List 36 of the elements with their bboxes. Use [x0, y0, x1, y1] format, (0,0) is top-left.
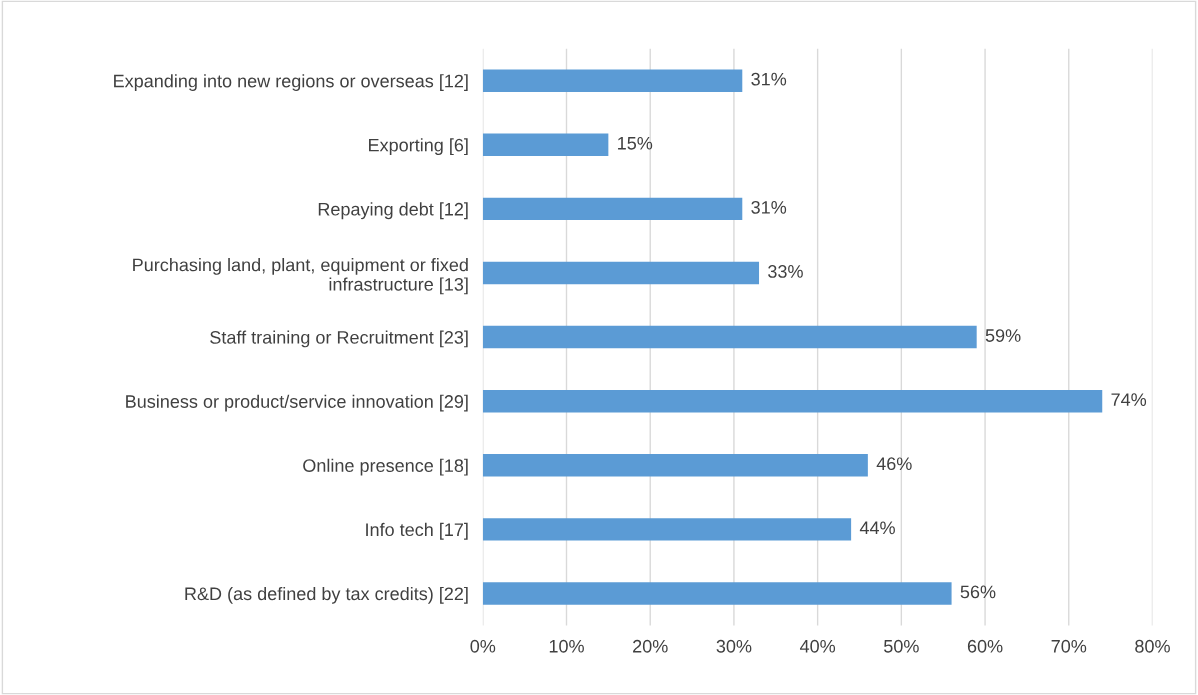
x-tick-label: 10%	[549, 639, 584, 653]
bar	[482, 133, 609, 157]
data-label: 44%	[859, 521, 895, 535]
data-label: 74%	[1111, 393, 1147, 406]
data-label: 59%	[985, 329, 1021, 342]
x-tick-label: 30%	[716, 639, 752, 653]
y-tick-label: Staff training or Recruitment [23]	[210, 330, 468, 348]
x-tick-label: 20%	[633, 639, 668, 653]
bar	[482, 518, 852, 541]
y-tick-label: Online presence [18]	[303, 458, 468, 476]
x-tick-label: 70%	[1051, 639, 1087, 653]
y-tick-label: Business or product/service innovation [29]	[126, 394, 468, 412]
data-label: 56%	[960, 585, 996, 599]
x-tick-label: 50%	[884, 639, 919, 653]
x-tick-label: 80%	[1135, 639, 1170, 653]
bar	[482, 197, 743, 221]
y-tick-label: Info tech [17]	[366, 522, 468, 540]
bar	[482, 389, 1103, 413]
data-label: 31%	[751, 72, 787, 86]
y-tick-label: Purchasing land, plant, equipment or fixed infrastructure [13]	[133, 258, 468, 295]
y-tick-label: R&D (as defined by tax credits) [22]	[185, 586, 468, 604]
x-tick-label: 60%	[967, 639, 1003, 653]
x-tick-label: 40%	[799, 639, 836, 653]
y-tick-label: Repaying debt [12]	[318, 202, 468, 220]
bar	[482, 69, 743, 92]
data-label: 15%	[618, 136, 653, 150]
bar	[482, 261, 760, 285]
data-label: 33%	[768, 265, 803, 278]
bar	[482, 454, 868, 477]
data-label: 31%	[751, 200, 787, 214]
y-tick-label: Exporting [6]	[369, 138, 468, 156]
x-tick-label: 0%	[470, 639, 496, 653]
y-tick-label: Expanding into new regions or overseas [12]	[114, 74, 468, 91]
data-label: 46%	[876, 457, 912, 471]
bar	[482, 582, 952, 605]
bar	[482, 325, 977, 349]
